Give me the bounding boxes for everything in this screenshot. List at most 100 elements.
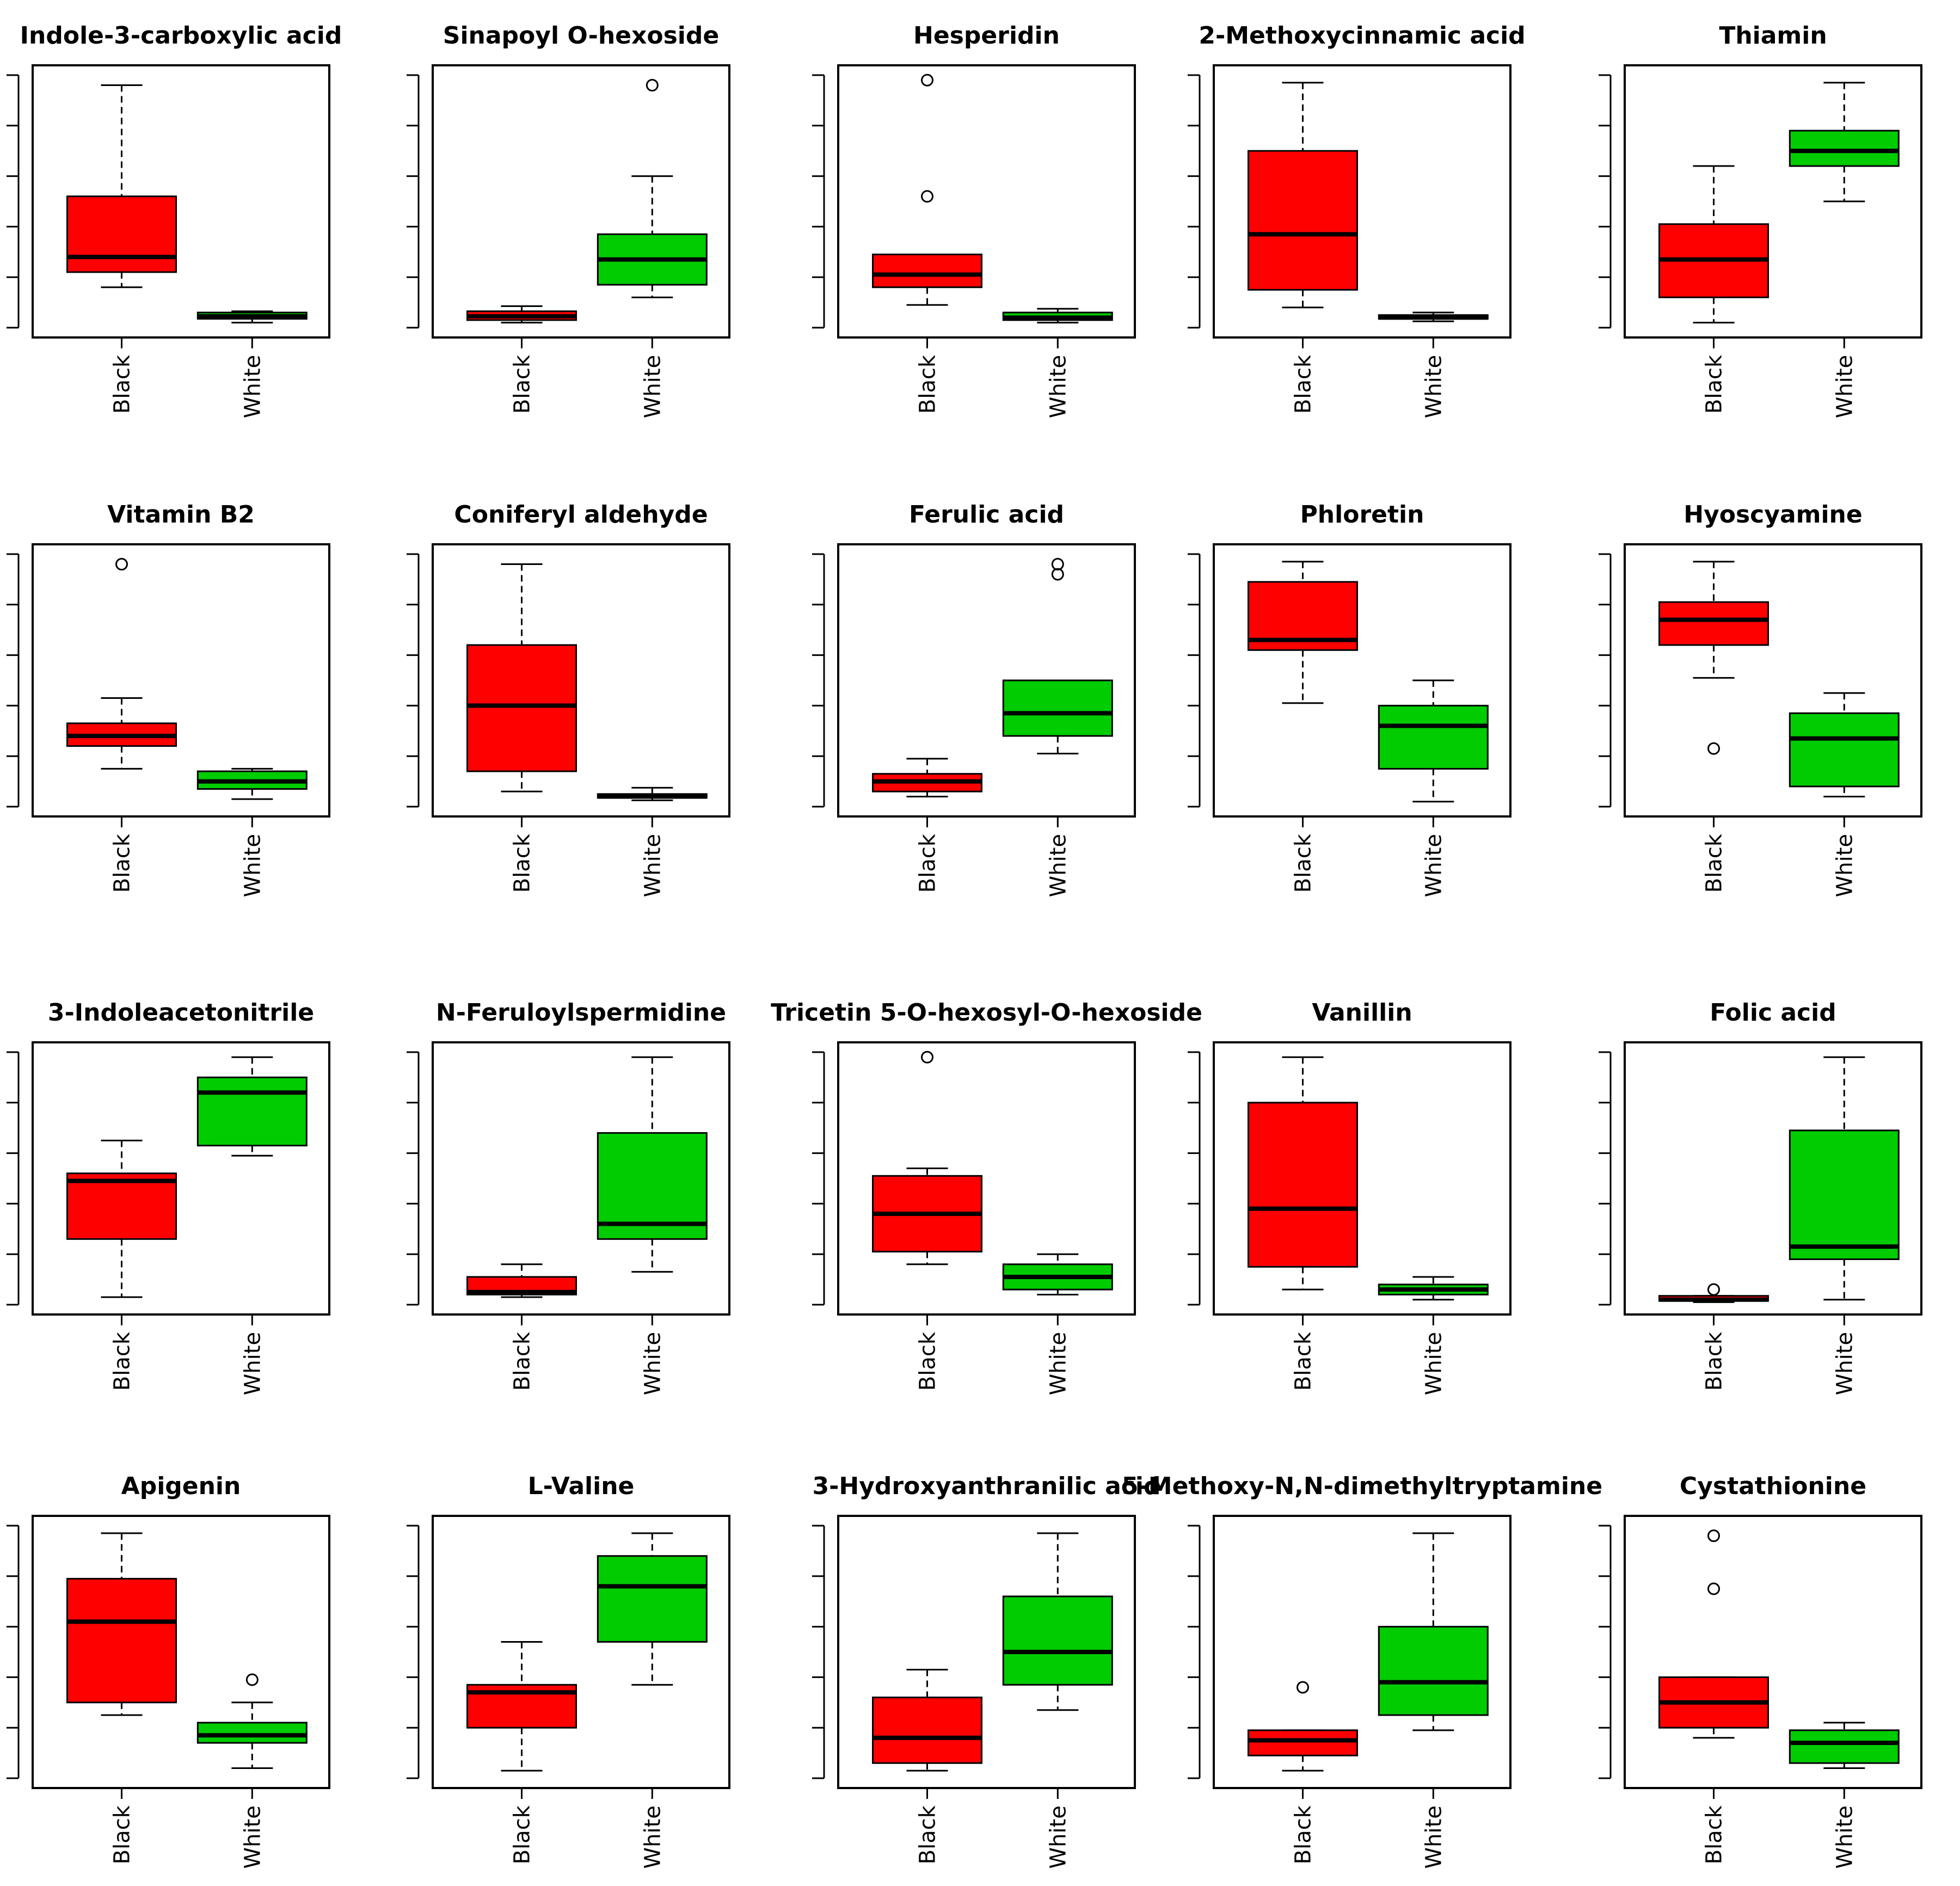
panel-title: Hesperidin (913, 22, 1060, 50)
box-black (66, 195, 177, 273)
plot-frame (432, 543, 730, 818)
x-tick-label: White (1421, 1805, 1446, 1869)
panel: 3-Indoleacetonitrile Black White (7, 999, 330, 1395)
plot-frame (32, 543, 330, 818)
panel: 5-Methoxy-N,N-dimethyltryptamine Black Whi… (1122, 1472, 1602, 1869)
panel: Apigenin Black White (7, 1472, 330, 1869)
x-tick-label: Black (1702, 354, 1727, 414)
x-tick-label: White (1421, 1332, 1446, 1395)
panel-title: Sinapoyl O-hexoside (443, 22, 719, 50)
box-black (1248, 1729, 1358, 1756)
panel-title: 2-Methoxycinnamic acid (1199, 22, 1525, 50)
outlier-point (921, 190, 933, 203)
panel-title: Phloretin (1300, 501, 1424, 529)
panel-title: 3-Hydroxyanthranilic acid (813, 1472, 1161, 1500)
x-tick-label: Black (110, 1805, 135, 1864)
plot-frame (837, 543, 1136, 818)
panel-title: Cystathionine (1680, 1472, 1866, 1500)
plot-frame (32, 1041, 330, 1316)
x-tick-label: Black (510, 1331, 535, 1391)
x-tick-label: Black (916, 833, 941, 893)
x-tick-label: Black (1702, 1331, 1727, 1391)
x-tick-label: White (1832, 834, 1857, 897)
panel: Hesperidin Black White (812, 22, 1136, 418)
x-tick-label: White (240, 1805, 265, 1869)
panel: Coniferyl aldehyde Black White (407, 501, 730, 897)
panel-title: Vanillin (1312, 999, 1412, 1027)
x-tick-label: Black (916, 1805, 941, 1864)
plot-frame (1213, 1041, 1512, 1316)
x-tick-label: White (240, 834, 265, 897)
box-black (1248, 1102, 1358, 1268)
box-black (872, 1697, 982, 1764)
x-tick-label: White (1832, 1805, 1857, 1869)
outlier-point (1707, 1582, 1720, 1595)
outlier-point (115, 558, 128, 571)
outlier-point (646, 79, 659, 92)
panel-title: Indole-3-carboxylic acid (20, 22, 342, 50)
panel: Cystathionine Black White (1599, 1472, 1922, 1869)
plot-frame (1624, 1041, 1922, 1316)
plot-frame (837, 1041, 1136, 1316)
outlier-point (245, 1673, 259, 1686)
outlier-point (1707, 742, 1720, 755)
plot-frame (837, 1515, 1136, 1789)
x-tick-label: Black (1291, 833, 1316, 893)
x-tick-label: Black (1291, 354, 1316, 414)
x-tick-label: White (1046, 1805, 1071, 1869)
panel: Folic acid Black White (1599, 999, 1922, 1395)
x-tick-label: Black (1291, 1331, 1316, 1391)
x-tick-label: White (640, 1805, 665, 1869)
box-black (1248, 150, 1358, 291)
x-tick-label: Black (110, 1331, 135, 1391)
panel: Indole-3-carboxylic acid Black White (7, 22, 342, 418)
x-tick-label: Black (1702, 833, 1727, 893)
panel: Hyoscyamine Black White (1599, 501, 1922, 897)
x-tick-label: White (240, 1332, 265, 1395)
box-white (1378, 704, 1489, 770)
box-white (1789, 1129, 1900, 1260)
outlier-point (1297, 1681, 1309, 1694)
panel-title: Coniferyl aldehyde (454, 501, 708, 529)
outlier-point (921, 73, 933, 87)
x-tick-label: White (1421, 355, 1446, 418)
panel: Tricetin 5-O-hexosyl-O-hexoside Black Whit… (771, 999, 1202, 1395)
box-black (872, 253, 982, 288)
panel: Vitamin B2 Black White (7, 501, 330, 897)
panel-title: Apigenin (121, 1472, 241, 1500)
x-tick-label: White (1046, 355, 1071, 418)
box-black (66, 1577, 177, 1704)
plot-frame (1624, 64, 1922, 339)
x-tick-label: White (1046, 1332, 1071, 1395)
box-white (597, 1555, 708, 1643)
plot-frame (1624, 543, 1922, 818)
plot-frame (837, 64, 1136, 339)
panel-title: Vitamin B2 (107, 501, 255, 529)
box-white (1789, 712, 1900, 788)
plot-frame (1213, 1515, 1512, 1789)
box-white (1378, 1626, 1489, 1716)
panel: Ferulic acid Black White (812, 501, 1136, 897)
plot-frame (1213, 543, 1512, 818)
x-tick-label: White (640, 1332, 665, 1395)
x-tick-label: White (1832, 355, 1857, 418)
panel-title: Hyoscyamine (1683, 501, 1862, 529)
x-tick-label: Black (1702, 1805, 1727, 1864)
x-tick-label: Black (510, 354, 535, 414)
panel: L-Valine Black White (407, 1472, 730, 1869)
panel-title: Ferulic acid (909, 501, 1064, 529)
box-white (196, 1722, 308, 1744)
x-tick-label: Black (510, 1805, 535, 1864)
box-black (1658, 601, 1769, 646)
outlier-point (1707, 1283, 1720, 1296)
panel-title: Folic acid (1710, 999, 1836, 1027)
x-tick-label: Black (916, 354, 941, 414)
x-tick-label: White (1046, 834, 1071, 897)
x-tick-label: Black (110, 833, 135, 893)
box-black (66, 1172, 177, 1240)
outlier-point (1051, 568, 1064, 581)
outlier-point (1051, 558, 1064, 571)
outlier-point (921, 1050, 933, 1064)
panel: 2-Methoxycinnamic acid Black White (1188, 22, 1526, 418)
